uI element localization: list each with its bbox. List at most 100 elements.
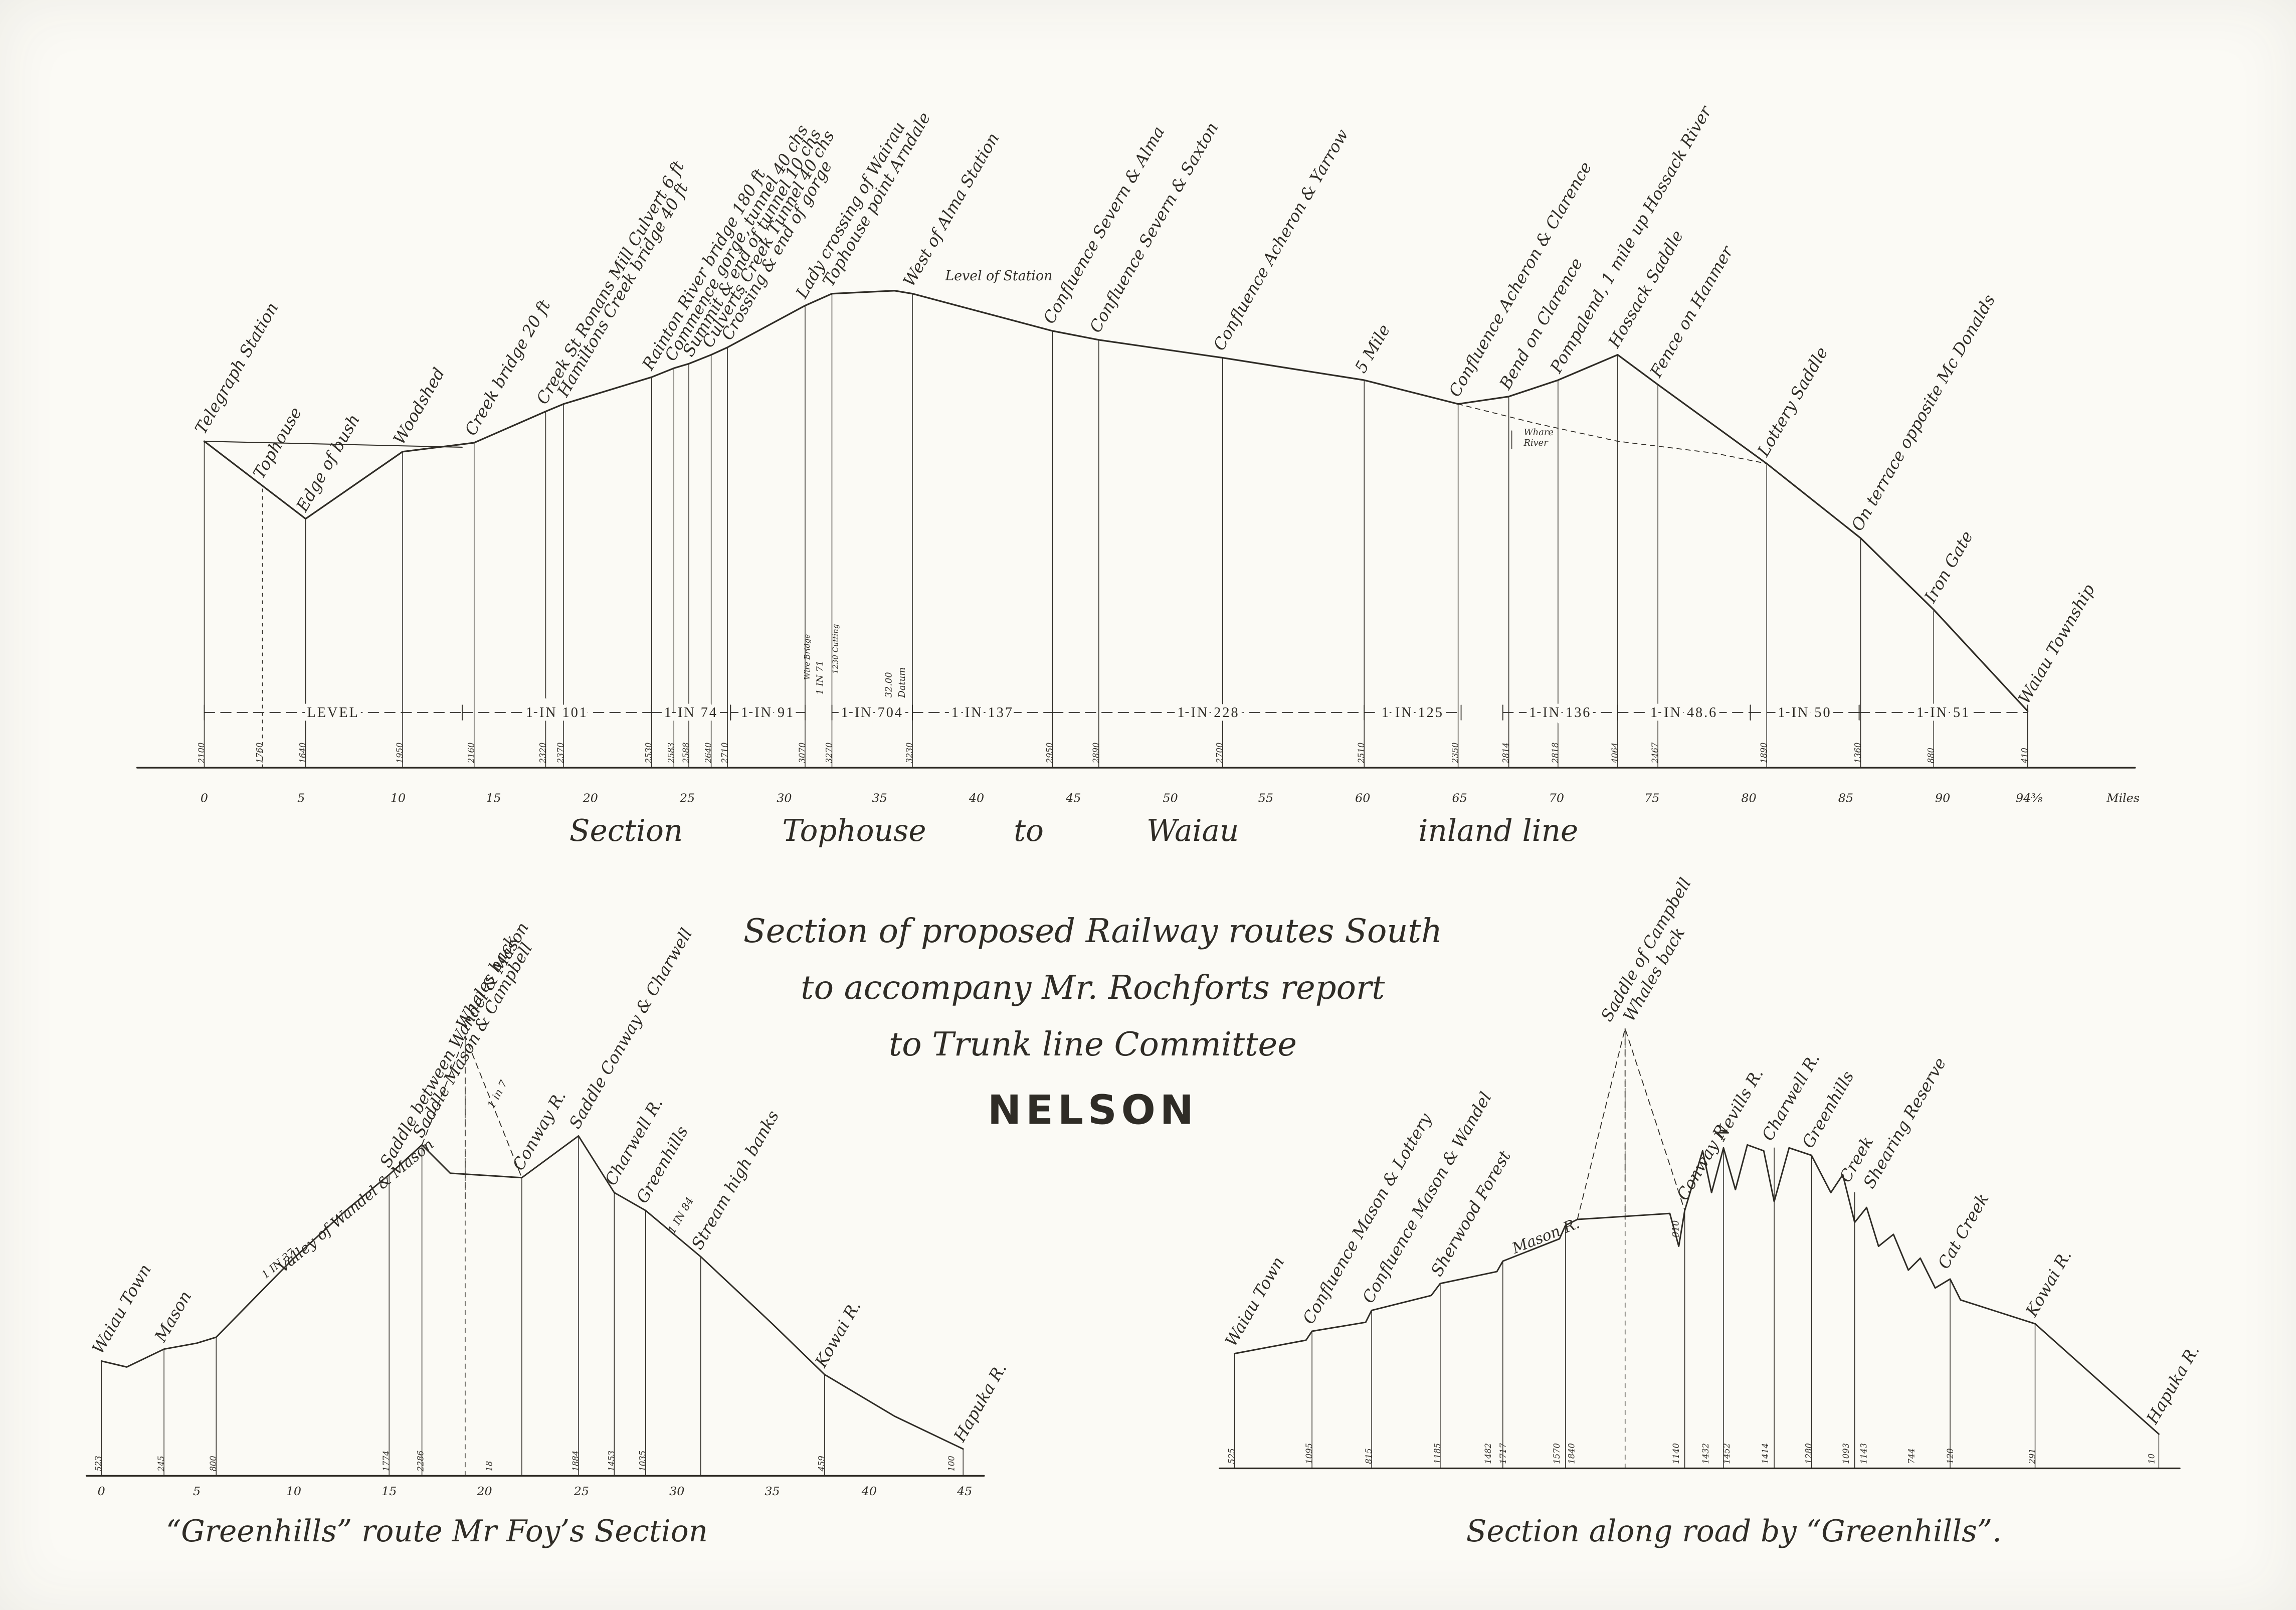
mile-tick: 15 (381, 1484, 397, 1498)
mile-tick: 55 (1258, 791, 1273, 805)
station-label: Saddle Mason & Campbell (409, 940, 536, 1141)
mile-tick: 20 (476, 1484, 492, 1498)
elevation-value: 1717 (1498, 1443, 1508, 1464)
mile-tick: 10 (391, 791, 406, 805)
mile-tick: 35 (872, 791, 887, 805)
elevation-value: 815 (1364, 1448, 1374, 1464)
left-profile-line (100, 1135, 964, 1450)
station-label: 5 Mile (1351, 321, 1394, 376)
elevation-value: 1035 (638, 1451, 648, 1472)
top-profile-line (1457, 403, 1768, 464)
station-label: River (1523, 438, 1549, 448)
station-label: Pompalend, 1 mile up Hossack River (1546, 102, 1716, 377)
elevation-value: 1414 (1761, 1443, 1770, 1464)
station-label: On terrace opposite Mc Donalds (1848, 291, 1999, 534)
elevation-value: 1840 (1567, 1443, 1577, 1464)
mile-tick: 30 (669, 1484, 684, 1498)
mile-tick: Miles (2106, 791, 2140, 805)
mile-tick: 0 (201, 791, 208, 805)
elevation-value: 459 (817, 1456, 827, 1472)
mile-tick: 80 (1741, 791, 1756, 805)
station-label: 910 (1671, 1220, 1681, 1237)
right-profile-line (1577, 1028, 1685, 1220)
elevation-value: 2588 (681, 743, 691, 764)
mile-tick: 45 (1065, 791, 1081, 805)
station-label: Stream high banks (688, 1107, 783, 1253)
station-label: Hapuka R. (950, 1360, 1011, 1446)
station-label: Kowai R. (2022, 1246, 2075, 1320)
top-profile-line (203, 290, 2029, 712)
station-label: Hapuka R. (2143, 1342, 2203, 1427)
elevation-value: 525 (1227, 1448, 1236, 1464)
mile-tick: 94⅜ (2016, 791, 2042, 805)
gradient-label: 1 IN 51 (1917, 705, 1970, 721)
elevation-value: 1280 (1804, 1443, 1813, 1464)
title-block: Section of proposed Railway routes South… (743, 912, 1442, 1134)
elevation-value: 1360 (1853, 743, 1863, 764)
elevation-value: 2100 (197, 743, 206, 764)
elevation-value: 2814 (1501, 743, 1511, 764)
mile-tick: 40 (969, 791, 984, 805)
top-profile-line (204, 441, 463, 448)
elevation-value: 1570 (1552, 1443, 1562, 1464)
elevation-value: 1884 (571, 1451, 581, 1472)
mile-tick: 5 (193, 1484, 201, 1498)
elevation-value: 1890 (1759, 743, 1769, 764)
elevation-value: 3270 (825, 743, 834, 764)
right-caption: Section along road by “Greenhills”. (1466, 1514, 2002, 1549)
elevation-value: 2530 (644, 743, 654, 764)
gradient-label: LEVEL (307, 705, 359, 721)
station-label: Level of Station (945, 268, 1053, 284)
station-label: Datum (897, 667, 907, 698)
elevation-value: 410 (2020, 748, 2030, 764)
elevation-value: 1143 (1859, 1443, 1868, 1464)
gradient-label: 1 IN 704 (841, 705, 903, 721)
elevation-value: 2950 (1045, 743, 1055, 764)
elevation-value: 880 (1926, 748, 1936, 763)
elevation-value: 10 (2147, 1454, 2156, 1464)
station-label: 1230 Cutting (831, 624, 840, 674)
top-caption: Tophouse (783, 814, 926, 848)
top-caption: inland line (1419, 814, 1579, 848)
mile-tick: 60 (1355, 791, 1370, 805)
station-label: Lottery Saddle (1754, 344, 1832, 460)
gradient-label: 1 IN 101 (526, 705, 588, 721)
mile-tick: 85 (1838, 791, 1853, 805)
mile-tick: 5 (297, 791, 305, 805)
station-label: Waiau Town (88, 1261, 155, 1357)
elevation-value: 1185 (1433, 1443, 1442, 1464)
mile-tick: 45 (956, 1484, 972, 1498)
gradient-label: 1 IN 137 (951, 705, 1014, 721)
mile-tick: 40 (861, 1484, 877, 1498)
elevation-value: 744 (1907, 1448, 1917, 1464)
elevation-value: 1093 (1841, 1443, 1851, 1464)
elevation-value: 1095 (1304, 1443, 1314, 1464)
station-label: Shearing Reserve (1859, 1054, 1950, 1192)
gradient-label: 1 IN 50 (1778, 705, 1832, 721)
station-label: Cat Creek (1934, 1190, 1993, 1272)
mile-tick: 25 (679, 791, 695, 805)
elevation-value: 4064 (1610, 743, 1620, 764)
elevation-value: 1774 (381, 1451, 391, 1472)
station-label: Woodshed (390, 365, 449, 448)
station-label: Waiau Township (2015, 581, 2098, 707)
elevation-value: 2350 (1451, 743, 1460, 764)
elevation-value: 2700 (1215, 743, 1225, 764)
gradient-label: 1 IN 228 (1177, 705, 1239, 721)
gradient-label: 1 IN 125 (1382, 705, 1444, 721)
elevation-value: 245 (156, 1456, 166, 1472)
elevation-value: 18 (484, 1461, 494, 1472)
mile-tick: 35 (764, 1484, 780, 1498)
elevation-value: 1452 (1722, 1443, 1732, 1464)
elevation-value: 1760 (255, 743, 264, 764)
elevation-value: 800 (209, 1456, 218, 1471)
elevation-value: 2320 (538, 743, 547, 764)
mile-tick: 50 (1163, 791, 1178, 805)
elevation-value: 523 (94, 1456, 103, 1471)
elevation-value: 120 (1946, 1448, 1955, 1464)
mile-tick: 70 (1549, 791, 1564, 805)
elevation-value: 2510 (1357, 743, 1366, 764)
station-label: Valley of Wandel & Mason (275, 1136, 438, 1276)
